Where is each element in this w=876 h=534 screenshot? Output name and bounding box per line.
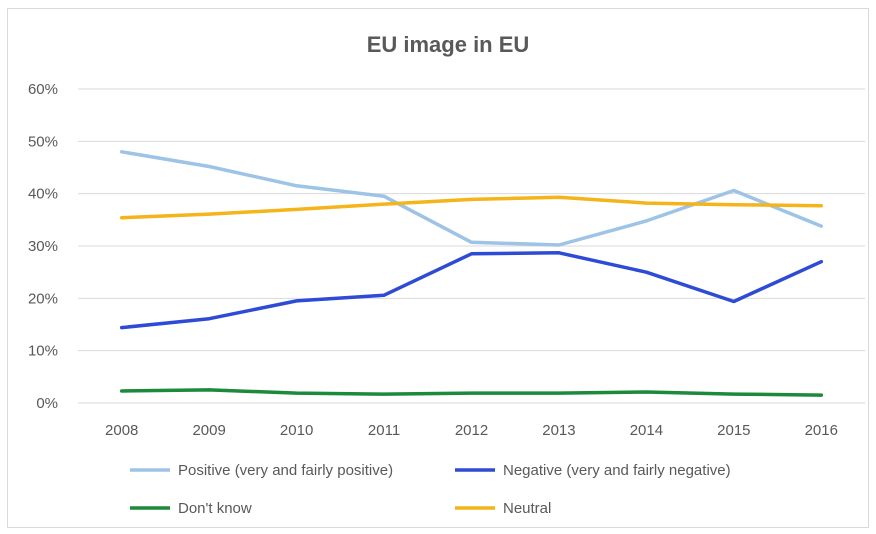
y-tick-label: 10%: [28, 343, 58, 360]
data-point: [819, 393, 823, 397]
y-tick-label: 0%: [36, 395, 58, 412]
data-point: [295, 299, 299, 303]
y-tick-label: 30%: [28, 238, 58, 255]
data-point: [732, 203, 736, 207]
data-point: [382, 392, 386, 396]
data-point: [120, 389, 124, 393]
x-tick-label: 2011: [368, 422, 400, 439]
legend-label: Don't know: [178, 500, 252, 517]
data-point: [207, 164, 211, 168]
legend-item: Don't know: [130, 500, 252, 517]
data-point: [470, 240, 473, 244]
data-point: [120, 326, 124, 330]
x-tick-label: 2009: [192, 422, 225, 439]
data-point: [295, 184, 299, 188]
data-point: [382, 293, 386, 297]
data-point: [382, 202, 386, 206]
data-point: [470, 252, 473, 256]
legend-label: Positive (very and fairly positive): [178, 462, 393, 479]
data-point: [557, 243, 561, 247]
data-point: [819, 260, 823, 264]
data-point: [819, 204, 823, 208]
x-axis-ticks: 2008 2009 2010 2011 2012 2013 2014 2015 2016: [105, 422, 838, 439]
x-tick-label: 2014: [630, 422, 663, 439]
data-point: [557, 391, 561, 395]
data-point: [470, 197, 473, 201]
data-point: [207, 317, 211, 321]
data-point: [207, 388, 211, 392]
data-point: [295, 207, 299, 211]
data-point: [470, 391, 473, 395]
data-point: [295, 391, 299, 395]
data-point: [644, 390, 648, 394]
data-point: [732, 299, 736, 303]
y-tick-label: 40%: [28, 186, 58, 203]
data-point: [644, 219, 648, 223]
data-point: [732, 189, 736, 193]
data-point: [557, 251, 561, 255]
data-point: [120, 216, 124, 220]
legend-label: Negative (very and fairly negative): [503, 462, 731, 479]
y-tick-label: 60%: [28, 81, 58, 98]
chart-title: EU image in EU: [367, 32, 530, 57]
x-tick-label: 2015: [717, 422, 750, 439]
data-point: [644, 270, 648, 274]
y-tick-label: 50%: [28, 133, 58, 150]
legend-label: Neutral: [503, 500, 551, 517]
data-point: [732, 392, 736, 396]
data-point: [120, 150, 124, 154]
data-point: [819, 224, 823, 228]
legend: Positive (very and fairly positive) Negat…: [130, 462, 731, 517]
data-point: [382, 194, 386, 198]
legend-item: Positive (very and fairly positive): [130, 462, 393, 479]
data-point: [207, 212, 211, 216]
series-line-2: [119, 251, 824, 330]
data-point: [644, 201, 648, 205]
legend-item: Negative (very and fairly negative): [455, 462, 731, 479]
x-tick-label: 2008: [105, 422, 138, 439]
x-tick-label: 2016: [805, 422, 838, 439]
x-tick-label: 2012: [455, 422, 488, 439]
y-axis-ticks: 0% 10% 20% 30% 40% 50% 60%: [28, 81, 58, 412]
x-tick-label: 2013: [542, 422, 575, 439]
data-point: [557, 195, 561, 199]
legend-item: Neutral: [455, 500, 551, 517]
series-lines: [119, 150, 824, 397]
y-tick-label: 20%: [28, 290, 58, 307]
gridlines: [78, 88, 865, 404]
x-tick-label: 2010: [280, 422, 313, 439]
